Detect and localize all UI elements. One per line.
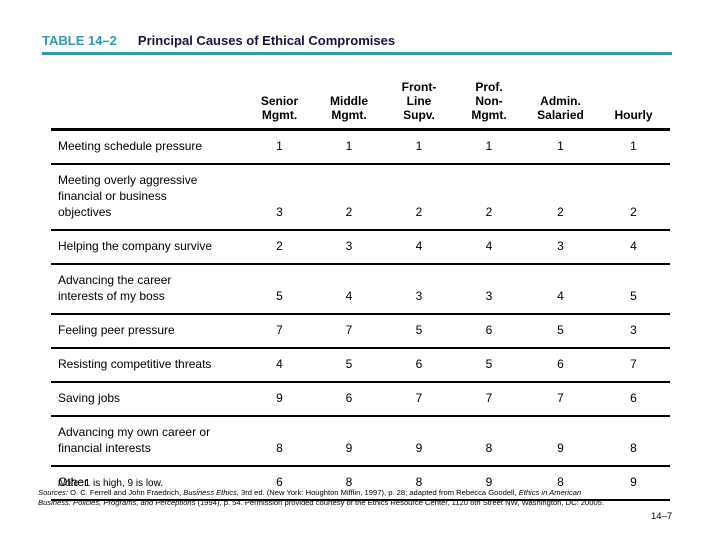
row-label: Saving jobs xyxy=(51,382,245,417)
cell-value: 4 xyxy=(597,230,670,265)
cell-value: 9 xyxy=(245,382,314,417)
cell-value: 1 xyxy=(314,129,384,165)
cell-value: 9 xyxy=(314,416,384,467)
cell-value: 3 xyxy=(245,164,314,231)
table-header: Senior Mgmt. Middle Mgmt. Front- Line Su… xyxy=(51,56,670,131)
table-body: Meeting schedule pressure 1 1 1 1 1 1 Me… xyxy=(51,129,670,501)
column-header-senior-mgmt: Senior Mgmt. xyxy=(245,56,314,131)
table-note: Note: 1 is high, 9 is low. xyxy=(58,478,163,489)
cell-value: 8 xyxy=(384,466,454,501)
slide-title-block: TABLE 14–2 Principal Causes of Ethical C… xyxy=(42,33,395,48)
cell-value: 9 xyxy=(454,466,524,501)
cell-value: 9 xyxy=(384,416,454,467)
cell-value: 2 xyxy=(454,164,524,231)
cell-value: 5 xyxy=(454,348,524,383)
cell-value: 6 xyxy=(454,314,524,349)
ethical-compromises-table: Senior Mgmt. Middle Mgmt. Front- Line Su… xyxy=(51,56,670,501)
column-header-hourly: Hourly xyxy=(597,56,670,131)
cell-value: 3 xyxy=(597,314,670,349)
cell-value: 2 xyxy=(314,164,384,231)
cell-value: 1 xyxy=(245,129,314,165)
table-row: Other 6 8 8 9 8 9 xyxy=(51,466,670,501)
cell-value: 6 xyxy=(524,348,597,383)
table-row: Resisting competitive threats 4 5 6 5 6 … xyxy=(51,348,670,383)
cell-value: 5 xyxy=(245,264,314,315)
table-number-label: TABLE 14–2 xyxy=(42,33,117,48)
header-row: Senior Mgmt. Middle Mgmt. Front- Line Su… xyxy=(51,56,670,131)
table-row: Meeting overly aggressive financial or b… xyxy=(51,164,670,231)
cell-value: 4 xyxy=(314,264,384,315)
sources-text: (1994), p. 54. Permission provided court… xyxy=(195,498,605,507)
cell-value: 3 xyxy=(384,264,454,315)
row-label: Feeling peer pressure xyxy=(51,314,245,349)
sources-book-title: Business: Policies, Programs, and Percep… xyxy=(38,498,196,507)
cell-value: 1 xyxy=(597,129,670,165)
column-header-prof-non-mgmt: Prof. Non- Mgmt. xyxy=(454,56,524,131)
row-label: Helping the company survive xyxy=(51,230,245,265)
sources-label: Sources: xyxy=(38,488,71,497)
table-row: Advancing my own career or financial int… xyxy=(51,416,670,467)
row-label: Meeting overly aggressive financial or b… xyxy=(51,164,245,231)
cell-value: 3 xyxy=(454,264,524,315)
note-text: 1 is high, 9 is low. xyxy=(81,478,164,489)
cell-value: 4 xyxy=(245,348,314,383)
corner-cell xyxy=(51,56,245,131)
column-header-admin-salaried: Admin. Salaried xyxy=(524,56,597,131)
sources-book-title: Ethics in American xyxy=(518,488,582,497)
sources-text: 3rd ed. (New York: Houghton Mifflin, 199… xyxy=(238,488,519,497)
page-title: Principal Causes of Ethical Compromises xyxy=(137,33,396,48)
cell-value: 6 xyxy=(384,348,454,383)
cell-value: 8 xyxy=(524,466,597,501)
cell-value: 1 xyxy=(384,129,454,165)
cell-value: 6 xyxy=(245,466,314,501)
cell-value: 5 xyxy=(384,314,454,349)
cell-value: 2 xyxy=(597,164,670,231)
cell-value: 7 xyxy=(454,382,524,417)
cell-value: 2 xyxy=(384,164,454,231)
cell-value: 7 xyxy=(597,348,670,383)
cell-value: 8 xyxy=(454,416,524,467)
sources-text: O. C. Ferrell and John Fraedrich, xyxy=(70,488,184,497)
cell-value: 5 xyxy=(314,348,384,383)
column-header-middle-mgmt: Middle Mgmt. xyxy=(314,56,384,131)
cell-value: 6 xyxy=(597,382,670,417)
column-header-front-line-supv: Front- Line Supv. xyxy=(384,56,454,131)
row-label: Meeting schedule pressure xyxy=(51,129,245,165)
page-number: 14–7 xyxy=(651,511,673,522)
cell-value: 1 xyxy=(524,129,597,165)
cell-value: 9 xyxy=(597,466,670,501)
cell-value: 4 xyxy=(524,264,597,315)
cell-value: 4 xyxy=(454,230,524,265)
cell-value: 8 xyxy=(245,416,314,467)
table-row: Meeting schedule pressure 1 1 1 1 1 1 xyxy=(51,129,670,165)
table-row: Feeling peer pressure 7 7 5 6 5 3 xyxy=(51,314,670,349)
sources-citation: Sources: O. C. Ferrell and John Fraedric… xyxy=(38,488,688,508)
cell-value: 5 xyxy=(597,264,670,315)
table-row: Helping the company survive 2 3 4 4 3 4 xyxy=(51,230,670,265)
table-row: Advancing the career interests of my bos… xyxy=(51,264,670,315)
cell-value: 8 xyxy=(314,466,384,501)
cell-value: 3 xyxy=(314,230,384,265)
cell-value: 8 xyxy=(597,416,670,467)
cell-value: 5 xyxy=(524,314,597,349)
sources-book-title: Business Ethics, xyxy=(183,488,239,497)
cell-value: 7 xyxy=(524,382,597,417)
cell-value: 6 xyxy=(314,382,384,417)
cell-value: 2 xyxy=(245,230,314,265)
table-row: Saving jobs 9 6 7 7 7 6 xyxy=(51,382,670,417)
accent-rule xyxy=(42,52,672,55)
cell-value: 3 xyxy=(524,230,597,265)
cell-value: 7 xyxy=(245,314,314,349)
note-label: Note: xyxy=(58,478,82,489)
row-label: Resisting competitive threats xyxy=(51,348,245,383)
cell-value: 1 xyxy=(454,129,524,165)
row-label: Advancing my own career or financial int… xyxy=(51,416,245,467)
row-label: Other xyxy=(51,466,245,501)
cell-value: 7 xyxy=(384,382,454,417)
cell-value: 2 xyxy=(524,164,597,231)
cell-value: 4 xyxy=(384,230,454,265)
cell-value: 9 xyxy=(524,416,597,467)
cell-value: 7 xyxy=(314,314,384,349)
row-label: Advancing the career interests of my bos… xyxy=(51,264,245,315)
